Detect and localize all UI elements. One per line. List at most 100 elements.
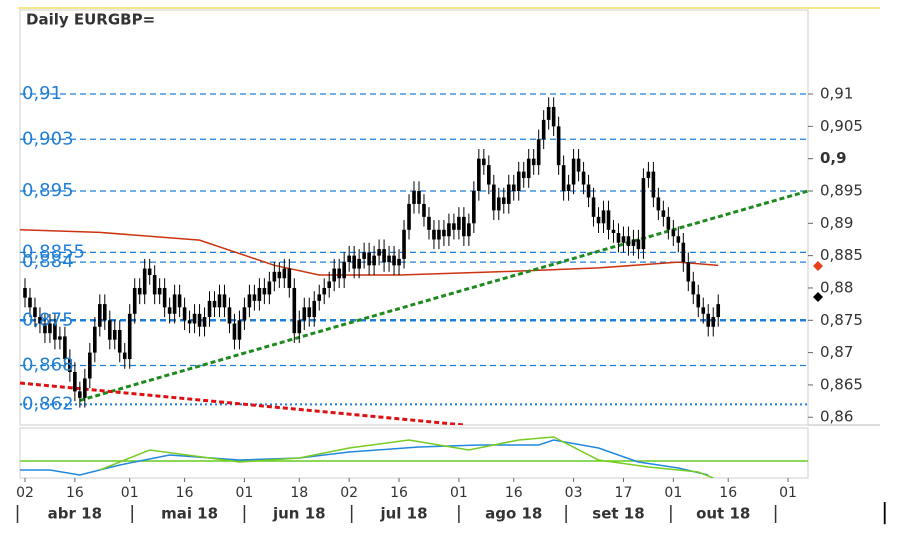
level-label: 0,895 [22,180,74,201]
candle-body [616,233,621,243]
candle-body [317,294,322,301]
overlay-line [79,189,808,402]
level-label: 0,862 [22,393,74,414]
candle-body [107,320,112,340]
candle-body [152,275,157,295]
candle-body [536,139,541,166]
candle-body [63,336,67,360]
candle-body [227,307,232,324]
candle-body [192,313,197,324]
candle-body [102,304,107,321]
candle-body [641,178,646,250]
candle-body [661,210,666,217]
x-tick-label: 01 [450,485,468,501]
candle-body [242,307,247,321]
indicator-line [99,436,714,478]
y2-tick-label: 0,9 [820,149,847,167]
indicator-area [20,436,808,478]
candle-body [237,320,242,340]
candle-body [651,171,656,198]
candle-body [162,287,167,308]
candle-body [367,252,371,266]
candle-body [606,210,611,230]
candle-body [631,239,636,246]
level-label: 0,8855 [22,241,85,262]
level-label: 0,903 [22,128,74,149]
y2-tick-label: 0,885 [820,246,863,264]
candle-body [452,223,456,230]
candle-body [477,158,481,191]
candle-body [561,165,566,191]
candle-body [137,287,142,295]
candle-body [716,304,721,318]
candle-body [382,249,386,263]
level-label: 0,868 [22,355,74,376]
candle-body [566,184,571,191]
candle-body [127,313,132,360]
candle-body [372,255,376,266]
candle-body [422,203,426,217]
x-tick-label: 01 [236,485,254,501]
candle-body [352,255,356,269]
candle-body [362,252,366,259]
candle-body [342,262,346,279]
x-tick-label: 01 [779,485,797,501]
candle-body [167,307,172,314]
candle-body [217,294,222,308]
overlay-line [20,381,465,425]
candle-body [157,287,162,295]
candle-body [556,126,561,166]
candle-body [122,352,127,360]
x-tick-label: 18 [290,485,308,501]
candle-body [207,300,212,318]
candle-body [292,287,297,334]
month-label: abr 18 [48,505,102,523]
candle-body [172,294,177,314]
candle-body [656,197,661,211]
candle-body [182,307,187,321]
y2-tick-label: 0,91 [820,85,853,103]
y2-tick-label: 0,86 [820,408,853,426]
candle-body [78,391,82,398]
candle-body [282,268,287,279]
x-tick-label: 16 [390,485,408,501]
candle-body [387,255,391,263]
candle-body [252,294,257,301]
plot-frame [19,9,809,426]
candle-body [526,158,531,179]
candle-body [93,326,97,353]
candle-body [48,323,52,334]
candle-body [546,106,551,120]
month-label: out 18 [696,505,750,523]
x-tick-label: 02 [340,485,358,501]
candle-body [267,281,272,295]
candle-body [327,281,332,288]
candle-body [706,313,711,327]
candle-body [462,216,466,237]
candle-body [596,216,601,224]
candle-body [591,197,596,217]
candle-body [337,268,341,279]
candle-body [312,300,317,318]
level-label: 0,884 [22,251,74,272]
candle-body [691,281,696,295]
x-tick-label: 16 [719,485,737,501]
candle-body [506,184,511,204]
candle-body [302,307,307,321]
candle-body [402,229,406,259]
candle-body [33,307,37,318]
candle-body [23,287,27,298]
candle-body [412,190,416,204]
candle-body [676,236,681,243]
candle-body [53,323,57,340]
candle-body [147,268,152,276]
candle-body [541,119,546,140]
candle-body [447,223,451,237]
candle-body [232,323,237,340]
last-value-marker [813,260,823,271]
candle-body [357,258,361,269]
y2-tick-label: 0,88 [820,278,853,296]
candle-body [377,249,381,256]
candle-body [347,255,351,263]
candle-body [322,287,327,295]
